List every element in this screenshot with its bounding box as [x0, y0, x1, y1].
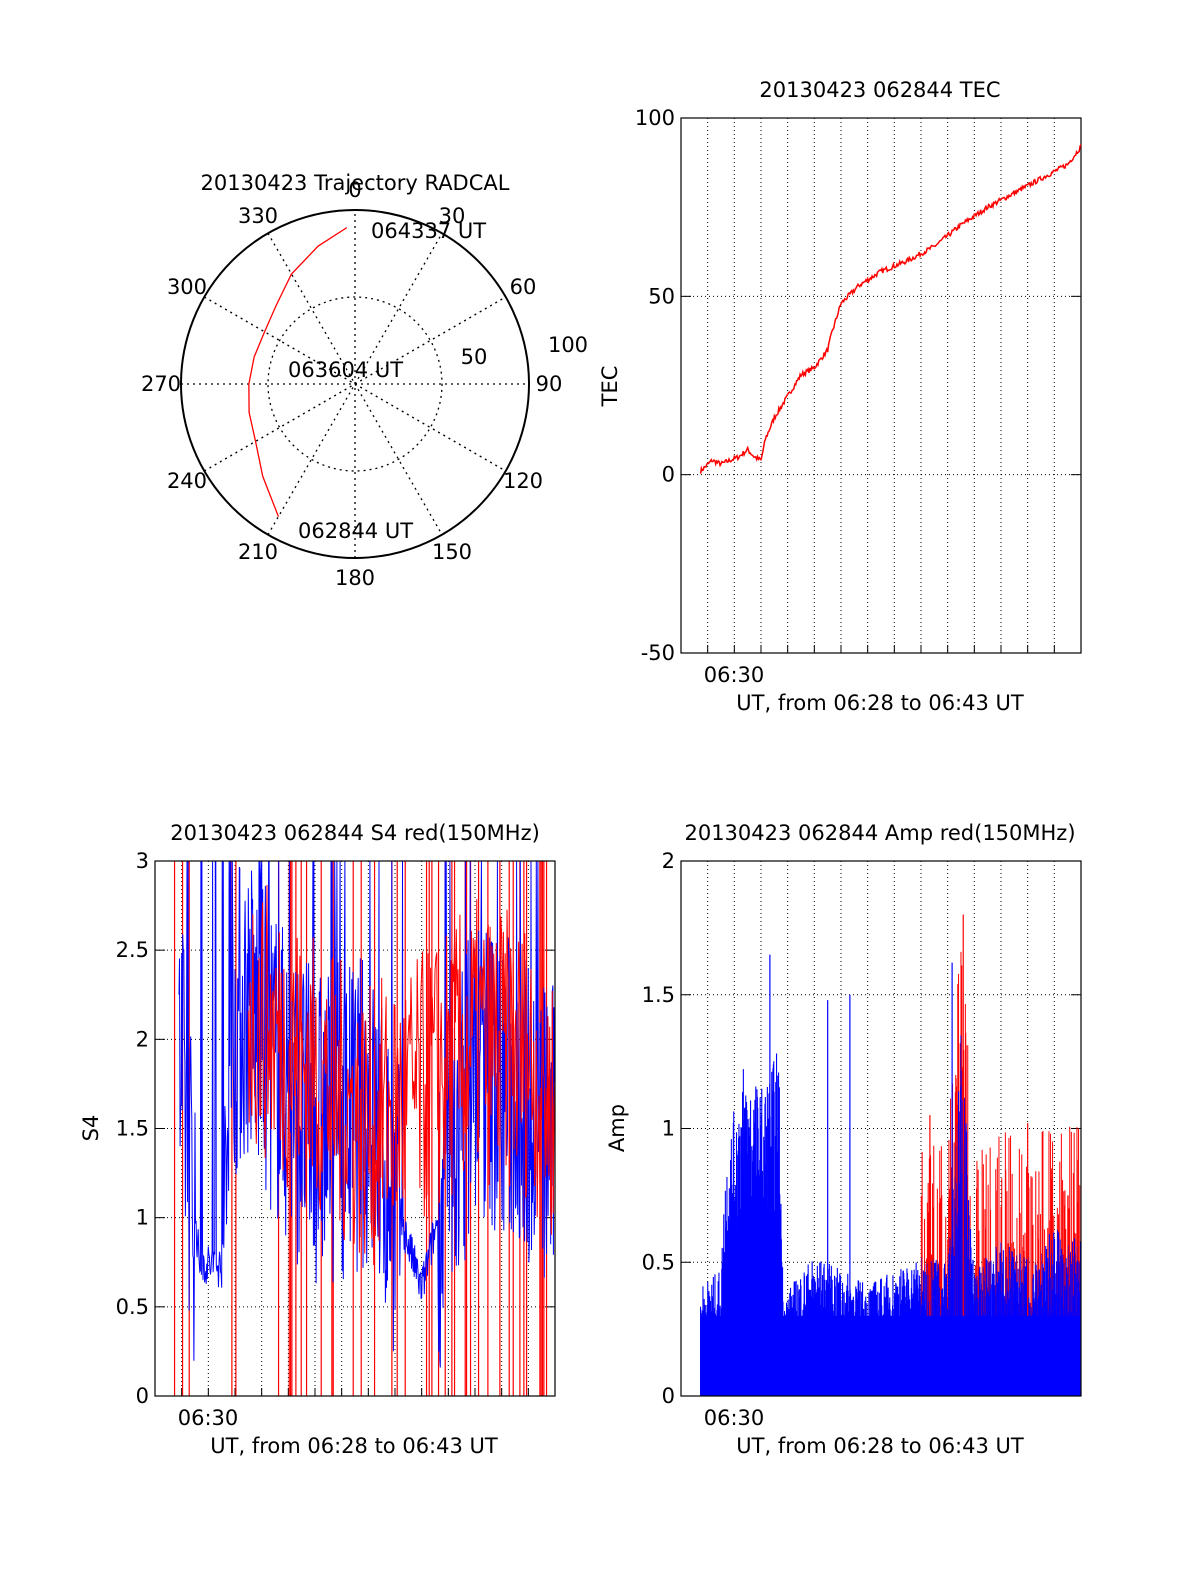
tec-x-tick-label: 06:30 [704, 663, 765, 687]
polar-angle-label: 60 [510, 275, 537, 299]
tec-x-axis-label: UT, from 06:28 to 06:43 UT [736, 691, 1024, 715]
s4-title: 20130423 062844 S4 red(150MHz) [170, 821, 540, 845]
s4-y-tick-label: 2 [136, 1027, 149, 1051]
polar-trajectory-line [248, 227, 348, 517]
polar-title: 20130423 Trajectory RADCAL [201, 171, 510, 195]
s4-chart: 20130423 062844 S4 red(150MHz) 3 2.5 2 1.5 1… [79, 821, 556, 1458]
tec-plot-frame [680, 117, 1082, 654]
s4-y-tick-label: 2.5 [116, 938, 149, 962]
amp-y-tick-label: 0.5 [642, 1250, 675, 1274]
polar-angle-label: 210 [238, 540, 278, 564]
s4-y-axis-label: S4 [79, 1115, 103, 1142]
s4-y-tick-label: 0.5 [116, 1295, 149, 1319]
polar-angle-label: 240 [167, 469, 207, 493]
polar-annotation-mid: 063604 UT [288, 358, 403, 382]
polar-trajectory-chart: 20130423 Trajectory RADCAL 0 30 60 90 120 150… [141, 171, 588, 590]
polar-angle-label: 150 [432, 540, 472, 564]
s4-y-tick-labels: 3 2.5 2 1.5 1 0.5 0 [116, 849, 149, 1408]
polar-angle-label: 330 [238, 204, 278, 228]
tec-y-tick-label: -50 [641, 641, 675, 665]
s4-plot-frame [154, 860, 556, 1397]
amp-x-tick-label: 06:30 [704, 1406, 765, 1430]
polar-annotation-start: 062844 UT [298, 519, 413, 543]
s4-y-tick-label: 1.5 [116, 1117, 149, 1141]
s4-x-axis-label: UT, from 06:28 to 06:43 UT [210, 1434, 498, 1458]
polar-angle-labels: 0 30 60 90 120 150 180 210 240 270 300 330 [141, 178, 562, 590]
s4-x-tick-label: 06:30 [178, 1406, 239, 1430]
amp-y-tick-labels: 2 1.5 1 0.5 0 [642, 849, 675, 1408]
tec-y-tick-labels: 100 50 0 -50 [635, 106, 675, 665]
amp-plot-frame [680, 860, 1082, 1397]
amp-y-tick-label: 1 [662, 1117, 675, 1141]
polar-grid [181, 210, 529, 558]
s4-y-tick-label: 0 [136, 1384, 149, 1408]
amp-y-tick-label: 1.5 [642, 983, 675, 1007]
amp-x-axis-label: UT, from 06:28 to 06:43 UT [736, 1434, 1024, 1458]
amp-bars [700, 914, 1082, 1396]
polar-angle-label: 90 [536, 372, 563, 396]
polar-radius-label-100: 100 [548, 333, 588, 357]
tec-y-tick-label: 0 [662, 463, 675, 487]
tec-y-axis-label: TEC [598, 366, 622, 408]
polar-radius-label-50: 50 [461, 345, 488, 369]
polar-angle-label: 180 [335, 566, 375, 590]
polar-grid-circle-50 [267, 296, 443, 472]
s4-y-tick-label: 1 [136, 1206, 149, 1230]
tec-series-line [699, 144, 1082, 474]
tec-y-tick-label: 100 [635, 106, 675, 130]
tec-grid [681, 117, 1081, 654]
polar-angle-label: 270 [141, 372, 181, 396]
s4-y-tick-label: 3 [136, 849, 149, 873]
s4-red-series-line [247, 884, 556, 1266]
amp-y-tick-label: 0 [662, 1384, 675, 1408]
amp-title: 20130423 062844 Amp red(150MHz) [684, 821, 1075, 845]
polar-annotation-end: 064337 UT [371, 219, 486, 243]
polar-angle-label: 120 [503, 469, 543, 493]
polar-angle-label: 300 [167, 275, 207, 299]
s4-blue-series [178, 860, 555, 1368]
polar-angle-label: 0 [348, 178, 361, 202]
amp-y-tick-label: 2 [662, 849, 675, 873]
polar-grid-spoke [267, 232, 443, 536]
tec-y-tick-label: 50 [648, 284, 675, 308]
amp-blue-floor [700, 1315, 1081, 1396]
amp-chart: 20130423 062844 Amp red(150MHz) 2 1.5 1 0.5… [605, 821, 1082, 1458]
amp-y-axis-label: Amp [605, 1104, 629, 1152]
polar-angle-label: 30 [439, 204, 466, 228]
tec-title: 20130423 062844 TEC [759, 78, 1000, 102]
